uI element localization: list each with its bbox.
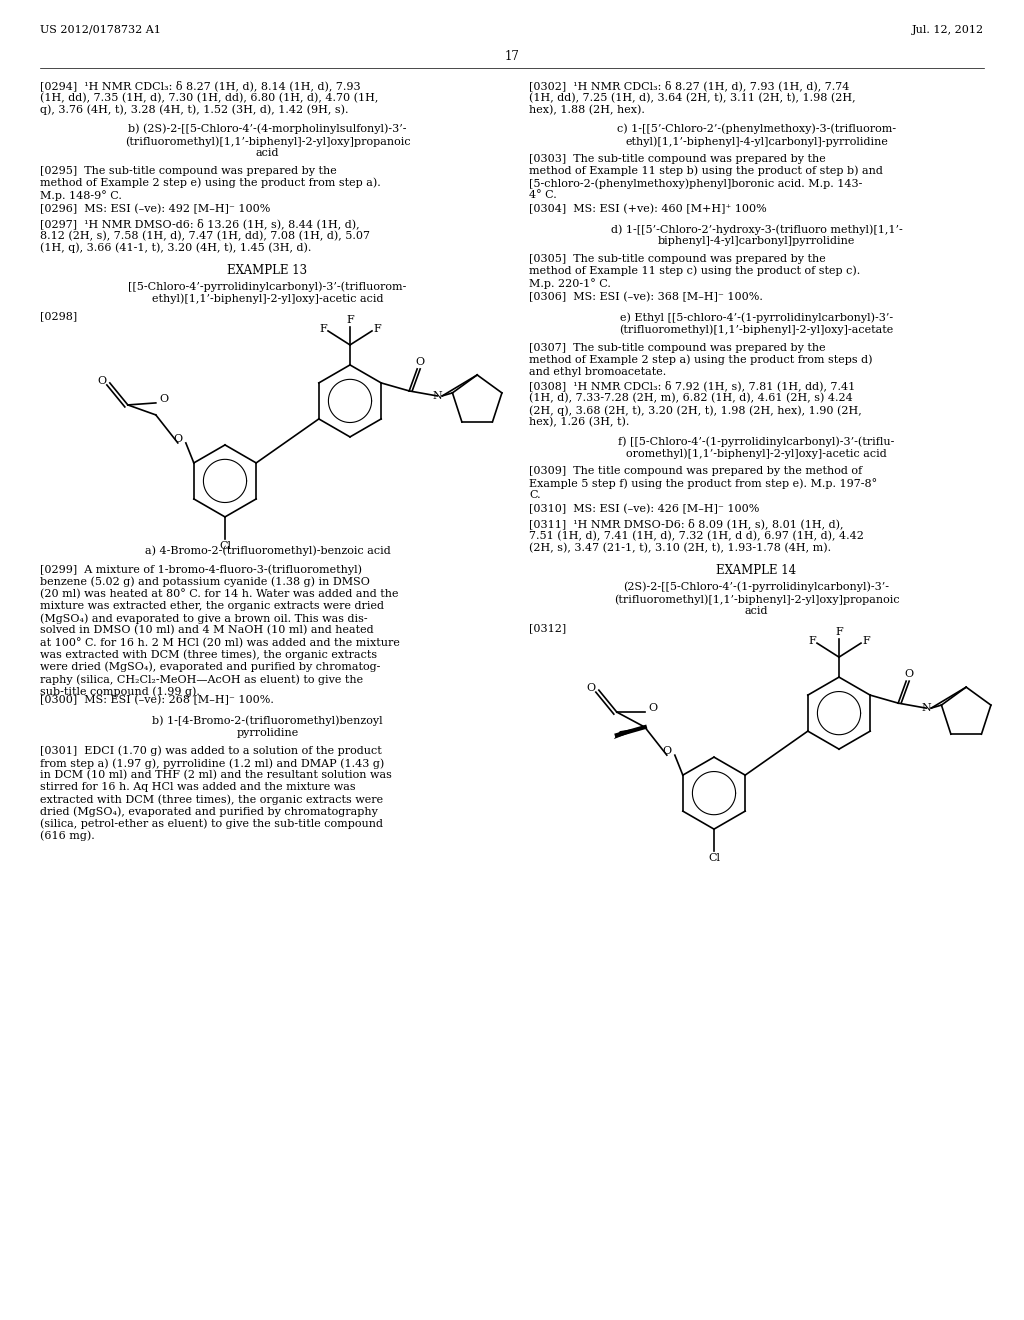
Text: [0306]  MS: ESI (–ve): 368 [M–H]⁻ 100%.: [0306] MS: ESI (–ve): 368 [M–H]⁻ 100%. — [529, 292, 763, 302]
Text: a) 4-Bromo-2-(trifluoromethyl)-benzoic acid: a) 4-Bromo-2-(trifluoromethyl)-benzoic a… — [144, 546, 390, 557]
Text: O: O — [173, 434, 182, 444]
Text: [0303]  The sub-title compound was prepared by the
method of Example 11 step b) : [0303] The sub-title compound was prepar… — [529, 154, 883, 201]
Text: [0299]  A mixture of 1-bromo-4-fluoro-3-(trifluoromethyl)
benzene (5.02 g) and p: [0299] A mixture of 1-bromo-4-fluoro-3-(… — [40, 565, 400, 697]
Text: [0309]  The title compound was prepared by the method of
Example 5 step f) using: [0309] The title compound was prepared b… — [529, 466, 878, 500]
Text: [0310]  MS: ESI (–ve): 426 [M–H]⁻ 100%: [0310] MS: ESI (–ve): 426 [M–H]⁻ 100% — [529, 504, 760, 515]
Text: [0312]: [0312] — [529, 623, 566, 634]
Text: c) 1-[[5’-Chloro-2’-(phenylmethoxy)-3-(trifluorom-
ethyl)[1,1’-biphenyl]-4-yl]ca: c) 1-[[5’-Chloro-2’-(phenylmethoxy)-3-(t… — [616, 124, 896, 147]
Text: [0300]  MS: ESI (–ve): 268 [M–H]⁻ 100%.: [0300] MS: ESI (–ve): 268 [M–H]⁻ 100%. — [40, 696, 273, 705]
Text: [0298]: [0298] — [40, 312, 77, 321]
Text: EXAMPLE 13: EXAMPLE 13 — [227, 264, 307, 277]
Text: F: F — [862, 636, 869, 645]
Text: [0294]  ¹H NMR CDCl₃: δ 8.27 (1H, d), 8.14 (1H, d), 7.93
(1H, dd), 7.35 (1H, d),: [0294] ¹H NMR CDCl₃: δ 8.27 (1H, d), 8.1… — [40, 81, 379, 115]
Text: F: F — [319, 323, 327, 334]
Text: f) [[5-Chloro-4’-(1-pyrrolidinylcarbonyl)-3’-(triflu-
oromethyl)[1,1’-biphenyl]-: f) [[5-Chloro-4’-(1-pyrrolidinylcarbonyl… — [618, 436, 895, 459]
Text: N: N — [432, 391, 442, 401]
Text: F: F — [836, 627, 843, 638]
Text: F: F — [373, 323, 381, 334]
Text: [0297]  ¹H NMR DMSO-d6: δ 13.26 (1H, s), 8.44 (1H, d),
8.12 (2H, s), 7.58 (1H, d: [0297] ¹H NMR DMSO-d6: δ 13.26 (1H, s), … — [40, 218, 370, 253]
Text: (2S)-2-[[5-Chloro-4’-(1-pyrrolidinylcarbonyl)-3’-
(trifluoromethyl)[1,1’-bipheny: (2S)-2-[[5-Chloro-4’-(1-pyrrolidinylcarb… — [613, 582, 899, 616]
Text: Cl: Cl — [708, 853, 720, 863]
Text: [0304]  MS: ESI (+ve): 460 [M+H]⁺ 100%: [0304] MS: ESI (+ve): 460 [M+H]⁺ 100% — [529, 203, 767, 214]
Text: [0302]  ¹H NMR CDCl₃: δ 8.27 (1H, d), 7.93 (1H, d), 7.74
(1H, dd), 7.25 (1H, d),: [0302] ¹H NMR CDCl₃: δ 8.27 (1H, d), 7.9… — [529, 81, 856, 115]
Text: O: O — [648, 704, 657, 713]
Text: O: O — [904, 669, 913, 678]
Text: [0296]  MS: ESI (–ve): 492 [M–H]⁻ 100%: [0296] MS: ESI (–ve): 492 [M–H]⁻ 100% — [40, 203, 270, 214]
Text: Jul. 12, 2012: Jul. 12, 2012 — [912, 25, 984, 36]
Text: [0301]  EDCI (1.70 g) was added to a solution of the product
from step a) (1.97 : [0301] EDCI (1.70 g) was added to a solu… — [40, 746, 392, 841]
Text: b) (2S)-2-[[5-Chloro-4’-(4-morpholinylsulfonyl)-3’-
(trifluoromethyl)[1,1’-biphe: b) (2S)-2-[[5-Chloro-4’-(4-morpholinylsu… — [125, 124, 411, 158]
Text: [0308]  ¹H NMR CDCl₃: δ 7.92 (1H, s), 7.81 (1H, dd), 7.41
(1H, d), 7.33-7.28 (2H: [0308] ¹H NMR CDCl₃: δ 7.92 (1H, s), 7.8… — [529, 380, 862, 428]
Text: d) 1-[[5’-Chloro-2’-hydroxy-3-(trifluoro methyl)[1,1’-
biphenyl]-4-yl]carbonyl]p: d) 1-[[5’-Chloro-2’-hydroxy-3-(trifluoro… — [610, 224, 902, 246]
Text: [0305]  The sub-title compound was prepared by the
method of Example 11 step c) : [0305] The sub-title compound was prepar… — [529, 255, 860, 289]
Text: O: O — [416, 356, 425, 367]
Text: US 2012/0178732 A1: US 2012/0178732 A1 — [40, 25, 161, 36]
Text: F: F — [808, 636, 816, 645]
Text: EXAMPLE 14: EXAMPLE 14 — [717, 565, 797, 577]
Text: Cl: Cl — [219, 541, 231, 550]
Text: [0311]  ¹H NMR DMSO-D6: δ 8.09 (1H, s), 8.01 (1H, d),
7.51 (1H, d), 7.41 (1H, d): [0311] ¹H NMR DMSO-D6: δ 8.09 (1H, s), 8… — [529, 519, 864, 553]
Text: 17: 17 — [505, 50, 519, 63]
Text: [0307]  The sub-title compound was prepared by the
method of Example 2 step a) u: [0307] The sub-title compound was prepar… — [529, 343, 872, 376]
Text: F: F — [346, 315, 354, 325]
Text: O: O — [663, 746, 672, 756]
Text: O: O — [97, 376, 106, 385]
Text: [[5-Chloro-4’-pyrrolidinylcarbonyl)-3’-(trifluorom-
ethyl)[1,1’-biphenyl]-2-yl]o: [[5-Chloro-4’-pyrrolidinylcarbonyl)-3’-(… — [128, 281, 407, 304]
Text: N: N — [922, 704, 931, 713]
Text: b) 1-[4-Bromo-2-(trifluoromethyl)benzoyl
pyrrolidine: b) 1-[4-Bromo-2-(trifluoromethyl)benzoyl… — [153, 715, 383, 738]
Text: O: O — [160, 393, 168, 404]
Text: e) Ethyl [[5-chloro-4’-(1-pyrrolidinylcarbonyl)-3’-
(trifluoromethyl)[1,1’-biphe: e) Ethyl [[5-chloro-4’-(1-pyrrolidinylca… — [620, 313, 894, 335]
Text: [0295]  The sub-title compound was prepared by the
method of Example 2 step e) u: [0295] The sub-title compound was prepar… — [40, 165, 381, 201]
Text: O: O — [587, 684, 595, 693]
Polygon shape — [613, 727, 645, 739]
